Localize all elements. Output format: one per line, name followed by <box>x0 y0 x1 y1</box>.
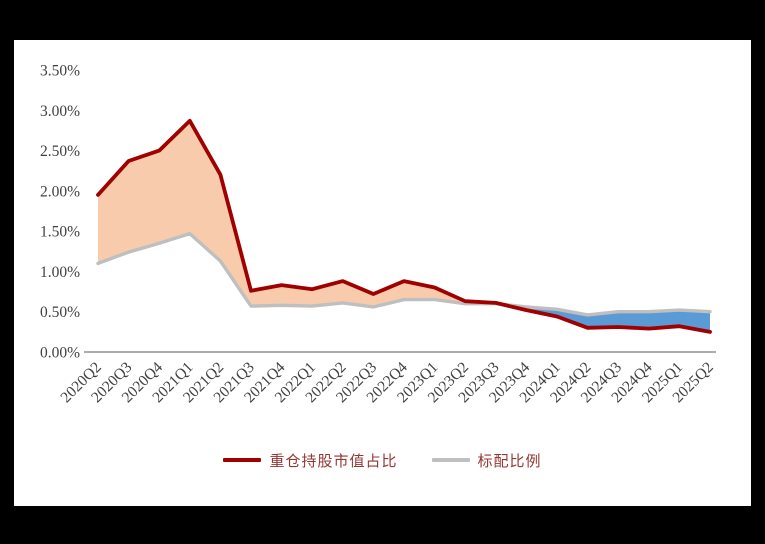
y-axis-label: 3.00% <box>40 103 80 120</box>
y-axis-label: 0.00% <box>40 345 80 362</box>
legend-label-benchmark: 标配比例 <box>477 453 542 470</box>
chart-legend: 重仓持股市值占比 标配比例 <box>14 449 751 471</box>
y-axis-label: 1.50% <box>40 224 80 241</box>
chart-svg: 0.00% 0.50% 1.00% 1.50% 2.00% 2.50% 3.00% 3.50%… <box>40 63 717 407</box>
y-axis-label: 2.00% <box>40 183 80 200</box>
y-axis-label: 3.50% <box>40 63 80 80</box>
y-axis-label: 1.00% <box>40 264 80 281</box>
legend-label-holdings: 重仓持股市值占比 <box>269 453 398 470</box>
legend-item-holdings: 重仓持股市值占比 <box>223 450 397 471</box>
legend-swatch-gray-line <box>431 458 470 462</box>
chart-panel: 0.00% 0.50% 1.00% 1.50% 2.00% 2.50% 3.00% 3.50%… <box>14 40 751 506</box>
legend-swatch-red-line <box>223 458 262 462</box>
y-axis-label: 2.50% <box>40 143 80 160</box>
band-fill-above <box>98 120 502 307</box>
y-axis-label: 0.50% <box>40 304 80 321</box>
series-line-benchmark <box>96 231 712 317</box>
band-fill-below <box>501 304 710 332</box>
legend-item-benchmark: 标配比例 <box>431 450 542 471</box>
series-line-holdings <box>96 118 712 334</box>
